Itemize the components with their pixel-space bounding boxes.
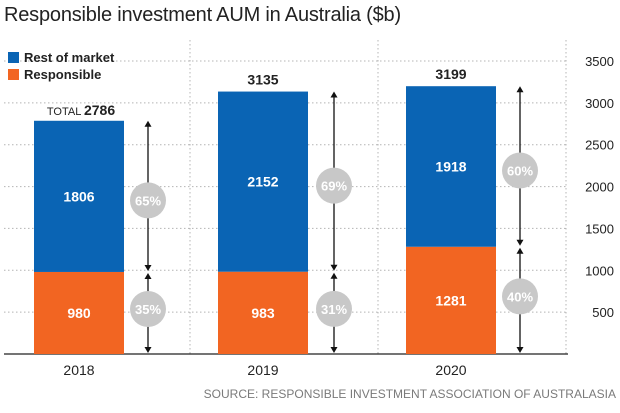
y-tick-label: 500 [592,305,614,320]
y-tick-label: 1000 [585,263,614,278]
labels: 980 1806 TOTAL 2786 2018 983 2152 3135 2019 1281… [47,66,467,378]
bar-responsible-2018 [34,271,124,354]
value-label-rest: 1806 [63,188,94,204]
arrowhead [516,239,524,246]
share-badge-responsible-label: 40% [507,289,533,304]
source-note: SOURCE: RESPONSIBLE INVESTMENT ASSOCIATI… [203,387,616,401]
share-badge-responsible [502,278,538,315]
arrowhead [144,120,152,127]
share-badge-responsible-label: 35% [135,302,161,317]
arrowhead [144,347,152,353]
legend-swatch [8,52,19,63]
arrowhead [330,91,338,98]
share-badge-rest-label: 60% [507,163,533,178]
value-label-responsible: 983 [251,305,275,321]
share-badge-rest [502,152,538,189]
y-tick-label: 3500 [585,54,614,69]
arrowhead [144,264,152,271]
bar-rest-2018 [34,120,124,272]
value-label-rest: 1918 [435,158,466,174]
arrowhead [144,272,152,279]
share-badge-rest-label: 69% [321,179,347,194]
total-prefix: TOTAL [47,106,84,118]
bar-responsible-2020 [406,246,496,354]
y-tick-label: 1500 [585,221,614,236]
share-badge-responsible [130,290,166,327]
bar-rest-2019 [218,91,308,272]
legend: Rest of market Responsible [8,50,115,82]
arrowhead [330,272,338,279]
value-label-responsible: 980 [67,305,91,321]
share-badge-rest-label: 65% [135,193,161,208]
legend-label: Rest of market [24,50,115,65]
arrowhead [330,264,338,271]
share-badge-rest [130,182,166,219]
share-badge-rest [316,167,352,204]
share-badge-responsible [316,290,352,327]
share-badge-responsible-label: 31% [321,302,347,317]
x-tick-label: 2019 [247,362,278,378]
bar-responsible-2019 [218,271,308,354]
arrowhead [516,86,524,93]
total-value: 2786 [84,102,115,118]
share-arrows: 65% 35% 69% 31% 60% 40% [130,86,538,353]
bars [34,86,496,354]
gridlines: 500 1000 1500 2000 2500 3000 3500 [4,40,614,355]
y-tick-label: 2000 [585,180,614,195]
value-label-responsible: 1281 [435,292,466,308]
arrowhead [330,347,338,353]
y-tick-label: 3000 [585,96,614,111]
y-tick-label: 2500 [585,138,614,153]
chart-title: Responsible investment AUM in Australia … [4,4,401,26]
arrowhead [516,247,524,254]
total-label: 3199 [435,66,466,82]
value-label-rest: 2152 [247,174,278,190]
arrowhead [516,347,524,353]
legend-label: Responsible [24,67,101,82]
total-label: 3135 [247,72,278,88]
legend-swatch [8,69,19,80]
total-label: TOTAL 2786 [47,102,115,118]
x-tick-label: 2020 [435,362,466,378]
bar-rest-2020 [406,86,496,247]
x-tick-label: 2018 [63,362,94,378]
